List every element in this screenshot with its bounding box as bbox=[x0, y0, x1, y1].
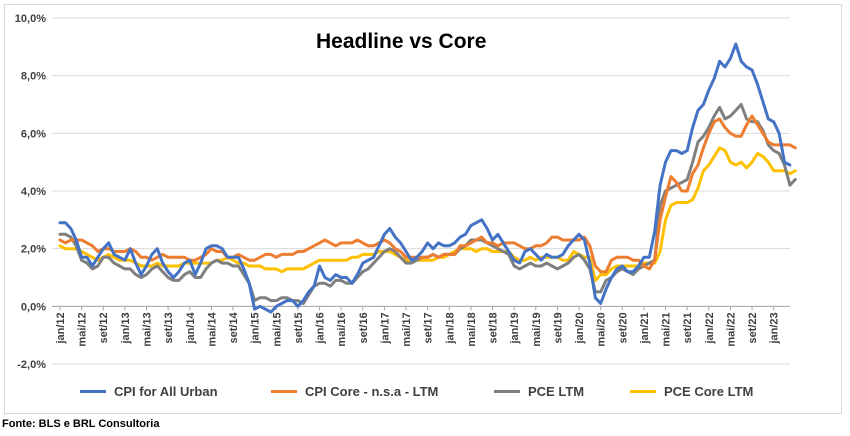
chart-area bbox=[4, 4, 842, 414]
x-tick-label: set/22 bbox=[747, 312, 759, 343]
x-tick-label: set/18 bbox=[488, 312, 500, 343]
x-tick-label: jan/21 bbox=[639, 312, 651, 344]
legend-item-cpi: CPI for All Urban bbox=[80, 383, 218, 399]
x-tick-label: set/12 bbox=[98, 312, 110, 343]
x-tick-label: set/13 bbox=[163, 312, 175, 343]
series-line-cpi-for-all-urban bbox=[58, 42, 792, 314]
x-tick-label: set/19 bbox=[552, 312, 564, 343]
series-lines bbox=[58, 42, 797, 314]
legend-label-cpi-core: CPI Core - n.s.a - LTM bbox=[305, 383, 439, 399]
x-tick-label: jan/22 bbox=[704, 312, 716, 344]
legend-label-cpi: CPI for All Urban bbox=[114, 383, 218, 399]
x-tick-label: mai/16 bbox=[336, 312, 348, 346]
chart-title: Headline vs Core bbox=[316, 30, 487, 53]
series-line-pce-core-ltm bbox=[58, 146, 797, 282]
source-note: Fonte: BLS e BRL Consultoria bbox=[2, 418, 160, 430]
x-tick-label: jan/15 bbox=[250, 312, 262, 344]
y-tick-label: -2,0% bbox=[17, 359, 46, 371]
x-tick-label: set/21 bbox=[682, 312, 694, 343]
legend-label-pce-core: PCE Core LTM bbox=[664, 383, 754, 399]
y-tick-label: 4,0% bbox=[21, 186, 46, 198]
legend-item-cpi-core: CPI Core - n.s.a - LTM bbox=[271, 383, 438, 399]
y-tick-label: 10,0% bbox=[15, 13, 46, 25]
x-tick-label: mai/21 bbox=[661, 312, 673, 346]
legend-swatch-cpi bbox=[80, 389, 106, 393]
x-axis: jan/12 mai/12 set/12 jan/13 mai/13 set/13 jan/… bbox=[55, 306, 781, 347]
x-tick-label: jan/17 bbox=[379, 312, 391, 344]
legend-swatch-pce-core bbox=[630, 389, 656, 393]
x-tick-label: set/15 bbox=[293, 312, 305, 343]
x-tick-label: mai/14 bbox=[206, 311, 218, 346]
series-line-cpi-core-n-s-a-ltm bbox=[58, 114, 797, 274]
y-axis: -2,0% 0,0% 2,0% 4,0% 6,0% 8,0% 10,0% bbox=[15, 13, 46, 371]
legend-swatch-cpi-core bbox=[271, 389, 297, 393]
x-tick-label: mai/15 bbox=[271, 312, 283, 346]
x-tick-label: set/17 bbox=[423, 312, 435, 343]
x-tick-label: jan/19 bbox=[509, 312, 521, 344]
x-tick-label: mai/17 bbox=[401, 312, 413, 346]
gridlines bbox=[52, 17, 790, 365]
legend-swatch-pce bbox=[494, 389, 520, 393]
y-tick-label: 8,0% bbox=[21, 71, 46, 83]
y-tick-label: 0,0% bbox=[21, 301, 46, 313]
x-tick-label: mai/12 bbox=[77, 312, 89, 346]
x-tick-label: set/14 bbox=[228, 311, 240, 343]
x-tick-label: mai/13 bbox=[142, 312, 154, 346]
x-tick-label: set/16 bbox=[358, 312, 370, 343]
x-tick-label: mai/18 bbox=[466, 312, 478, 346]
legend-label-pce: PCE LTM bbox=[528, 383, 585, 399]
legend-item-pce-core: PCE Core LTM bbox=[630, 383, 753, 399]
x-tick-label: jan/23 bbox=[769, 312, 781, 344]
y-tick-label: 2,0% bbox=[21, 244, 46, 256]
x-tick-label: mai/20 bbox=[596, 312, 608, 346]
x-tick-label: mai/19 bbox=[531, 312, 543, 346]
x-tick-label: jan/12 bbox=[55, 312, 67, 344]
x-tick-label: mai/22 bbox=[725, 312, 737, 346]
y-tick-label: 6,0% bbox=[21, 128, 46, 140]
x-tick-label: jan/13 bbox=[120, 312, 132, 344]
x-tick-label: set/20 bbox=[617, 312, 629, 343]
x-tick-label: jan/14 bbox=[185, 311, 197, 344]
x-tick-label: jan/16 bbox=[315, 312, 327, 344]
x-tick-label: jan/18 bbox=[444, 312, 456, 344]
x-tick-label: jan/20 bbox=[574, 312, 586, 344]
legend-item-pce: PCE LTM bbox=[494, 383, 584, 399]
